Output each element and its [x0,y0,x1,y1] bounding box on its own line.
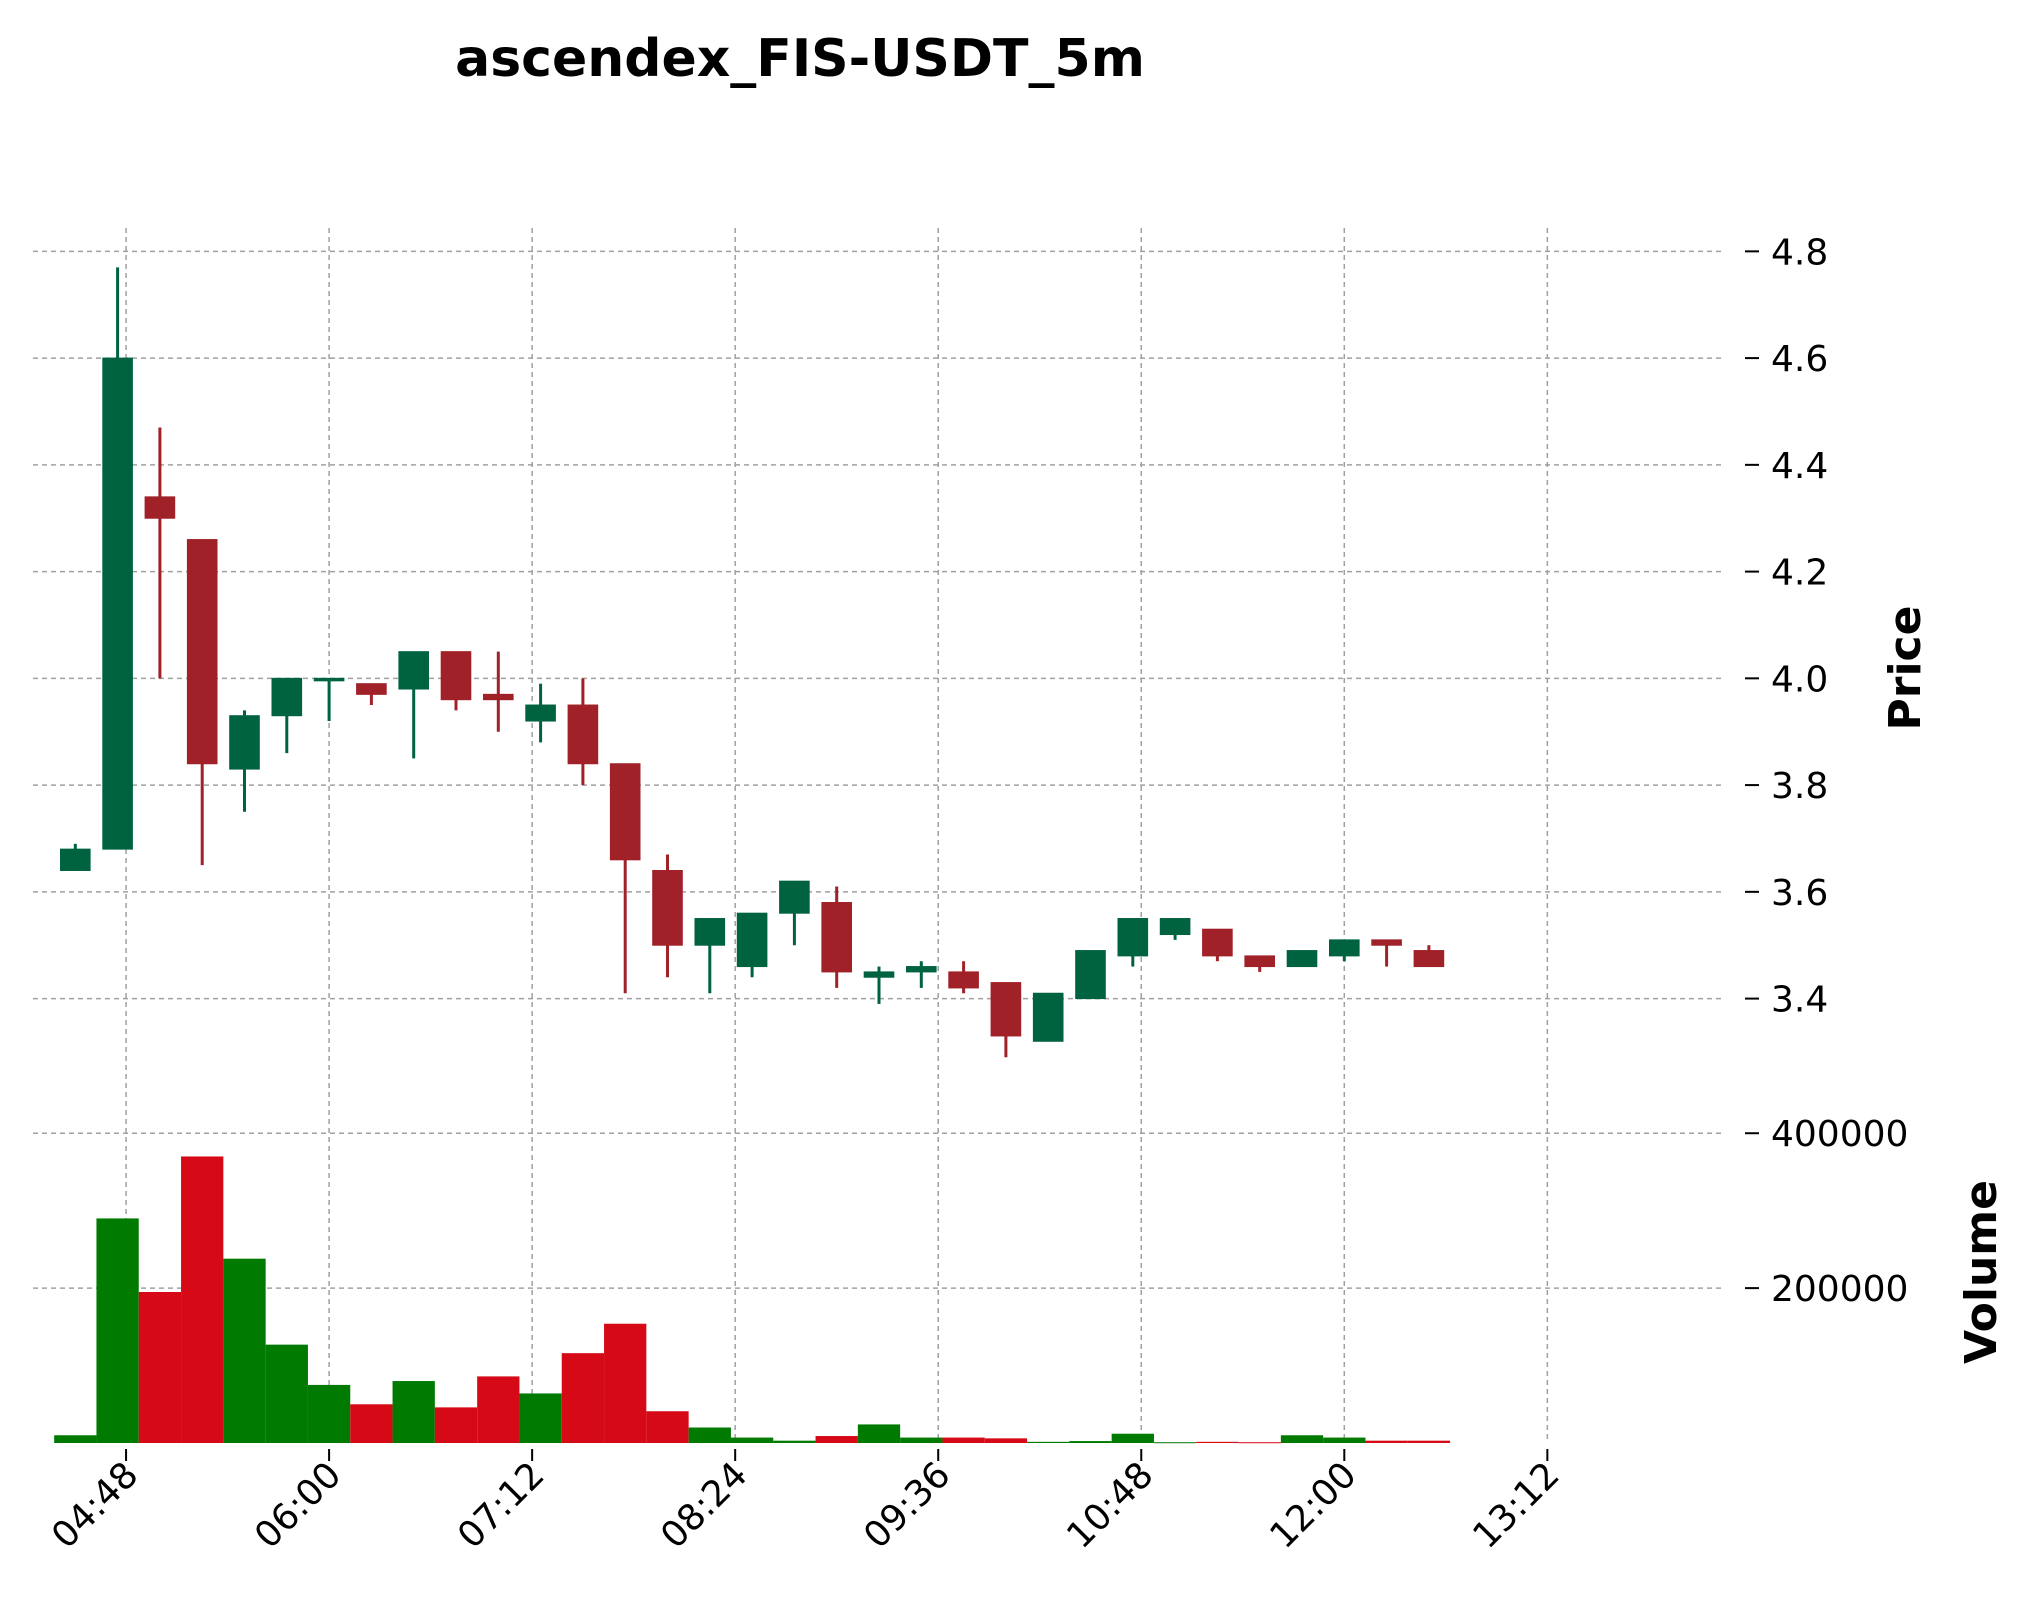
price-axis-label: Price [1880,606,1931,731]
candle-body [1244,955,1276,968]
candle-body [1371,939,1402,946]
x-tick-label: 08:24 [653,1454,755,1556]
volume-bars [54,1156,1451,1444]
x-tick-label: 13:12 [1465,1454,1567,1556]
candle-body [59,848,91,871]
candle-body [144,496,176,519]
candle-body [440,651,472,701]
price-tick-label: 4.6 [1771,339,1828,380]
volume-tick-label: 400000 [1771,1114,1908,1155]
candle-body [271,677,303,717]
candle-body [905,966,937,973]
volume-bar [519,1393,562,1443]
volume-bar [604,1323,647,1443]
candle-body [482,693,514,701]
volume-bar [1365,1440,1408,1443]
candle-body [779,880,810,914]
volume-bar [54,1435,97,1443]
volume-bar [730,1437,774,1443]
price-tick-label: 4.4 [1771,446,1828,487]
volume-bar [350,1404,393,1443]
volume-bar [688,1427,731,1443]
candle-body [1032,992,1064,1042]
candle-body [948,971,979,989]
grid-layer [33,228,1725,1443]
volume-bar [857,1424,901,1443]
candle-body [1286,950,1318,968]
x-tick-label: 10:48 [1059,1454,1161,1556]
volume-bar [1069,1441,1112,1443]
price-tick-label: 4.0 [1771,659,1828,700]
volume-bar [1280,1435,1324,1443]
candle-body [398,651,430,690]
volume-tick-label: 200000 [1771,1269,1908,1310]
price-tick-label: 4.2 [1771,553,1828,594]
candles [59,267,1445,1058]
volume-bar [646,1411,689,1443]
volume-bar [1153,1442,1197,1444]
volume-bar [265,1344,308,1443]
price-tick-label: 3.6 [1771,873,1828,914]
candle-body [1075,950,1106,1000]
volume-bar [477,1376,520,1443]
candle-body [1328,939,1360,957]
axes: 04:48 06:00 07:12 08:24 09:36 10:48 12:00 13:12… [44,232,1908,1556]
candle-body [990,982,1022,1037]
candle-body [356,683,387,695]
candle-body [525,704,556,722]
volume-axis-label: Volume [1956,1180,2007,1364]
candle-body [1202,928,1233,957]
x-tick-label: 06:00 [247,1454,349,1556]
volume-bar [1196,1441,1239,1443]
candle-body [102,357,133,850]
volume-bar [773,1440,816,1443]
volume-bar [815,1436,858,1443]
candle-body [186,539,218,765]
volume-bar [1238,1442,1281,1444]
volume-bar [181,1156,224,1443]
candle-body [736,912,768,968]
candle-body [821,902,853,973]
candle-body [1413,950,1445,968]
volume-bar [223,1258,266,1443]
candle-body [567,704,599,765]
price-tick-label: 3.4 [1771,980,1828,1021]
volume-bar [96,1218,139,1443]
candle-body [609,763,641,861]
candle-body [652,869,683,946]
volume-bar [984,1438,1028,1443]
x-tick-label: 07:12 [450,1454,552,1556]
volume-bar [561,1353,605,1443]
x-tick-label: 12:00 [1262,1454,1364,1556]
volume-bar [942,1437,985,1443]
x-tick-label: 04:48 [44,1454,146,1556]
price-tick-label: 4.8 [1771,232,1828,273]
volume-bar [307,1384,351,1443]
volume-bar [138,1291,182,1443]
volume-bar [392,1381,435,1443]
candle-body [313,677,345,682]
volume-bar [434,1407,478,1443]
x-tick-label: 09:36 [856,1454,958,1556]
candle-body [694,918,726,946]
volume-bar [1407,1440,1451,1443]
price-tick-label: 3.8 [1771,766,1828,807]
volume-bar [1111,1433,1154,1443]
candle-body [863,971,895,978]
volume-bar [1027,1441,1070,1443]
volume-bar [1323,1437,1366,1443]
candle-body [229,715,260,770]
chart-title: ascendex_FIS-USDT_5m [455,29,1145,89]
candle-body [1117,918,1149,957]
volume-bar [900,1437,943,1443]
candle-body [1159,918,1191,936]
